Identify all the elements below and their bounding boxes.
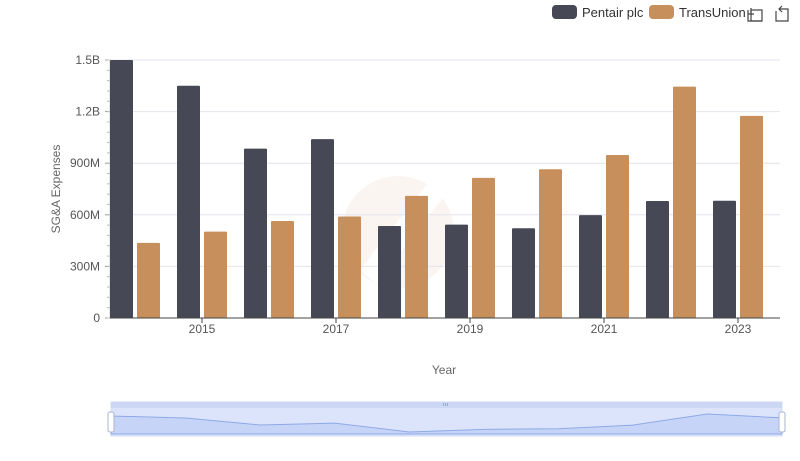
bar-transunion-2020[interactable] [539,169,562,318]
legend-item-pentair[interactable]: Pentair plc [552,5,644,20]
bar-pentair-plc-2021[interactable] [579,215,602,318]
range-slider-top-bar[interactable] [111,402,782,408]
bar-transunion-2014[interactable] [137,242,160,318]
bar-pentair-plc-2016[interactable] [244,148,267,318]
y-tick-label: 1.2B [75,105,100,119]
range-slider[interactable] [107,401,786,437]
bar-transunion-2022[interactable] [673,86,696,318]
bar-pentair-plc-2019[interactable] [445,224,468,318]
bar-transunion-2015[interactable] [204,231,227,318]
bar-pentair-plc-2014[interactable] [110,60,133,318]
x-tick-label: 2019 [457,322,484,336]
legend-swatch-transunion [649,5,674,19]
y-axis-title: SG&A Expenses [49,145,63,234]
y-tick-label: 1.5B [75,53,100,67]
legend: Pentair plc TransUnion [552,5,746,20]
bar-pentair-plc-2022[interactable] [646,201,669,318]
x-tick-label: 2017 [323,322,350,336]
legend-item-transunion[interactable]: TransUnion [649,5,746,20]
x-tick-label: 2015 [189,322,216,336]
bar-transunion-2019[interactable] [472,177,495,318]
bar-pentair-plc-2023[interactable] [713,200,736,318]
legend-label-pentair: Pentair plc [582,5,644,20]
bar-transunion-2016[interactable] [271,220,294,318]
bar-transunion-2017[interactable] [338,216,361,318]
bar-pentair-plc-2017[interactable] [311,139,334,318]
box-zoom-icon[interactable] [747,8,763,22]
bar-transunion-2021[interactable] [606,154,629,318]
range-slider-grip-icon[interactable] [443,403,448,406]
legend-swatch-pentair [552,5,577,19]
y-axis: 0 300M 600M 900M 1.2B 1.5B [70,53,111,325]
y-tick-label: 600M [70,208,100,222]
bar-transunion-2018[interactable] [405,195,428,318]
reset-zoom-icon[interactable] [775,5,789,22]
x-axis-title: Year [432,363,456,377]
bar-pentair-plc-2018[interactable] [378,225,401,318]
range-slider-preview-line [110,413,783,435]
legend-label-transunion: TransUnion [679,5,746,20]
y-tick-label: 900M [70,156,100,170]
bar-transunion-2023[interactable] [740,115,763,319]
y-tick-label: 0 [93,311,100,325]
x-axis: 2015 2017 2019 2021 2023 [110,317,780,336]
bars [110,60,763,319]
range-slider-right-handle[interactable] [778,411,786,433]
y-tick-label: 300M [70,259,100,273]
bar-pentair-plc-2015[interactable] [177,85,200,318]
bar-pentair-plc-2020[interactable] [512,228,535,318]
x-tick-label: 2023 [725,322,752,336]
x-tick-label: 2021 [591,322,618,336]
range-slider-left-handle[interactable] [107,411,115,433]
